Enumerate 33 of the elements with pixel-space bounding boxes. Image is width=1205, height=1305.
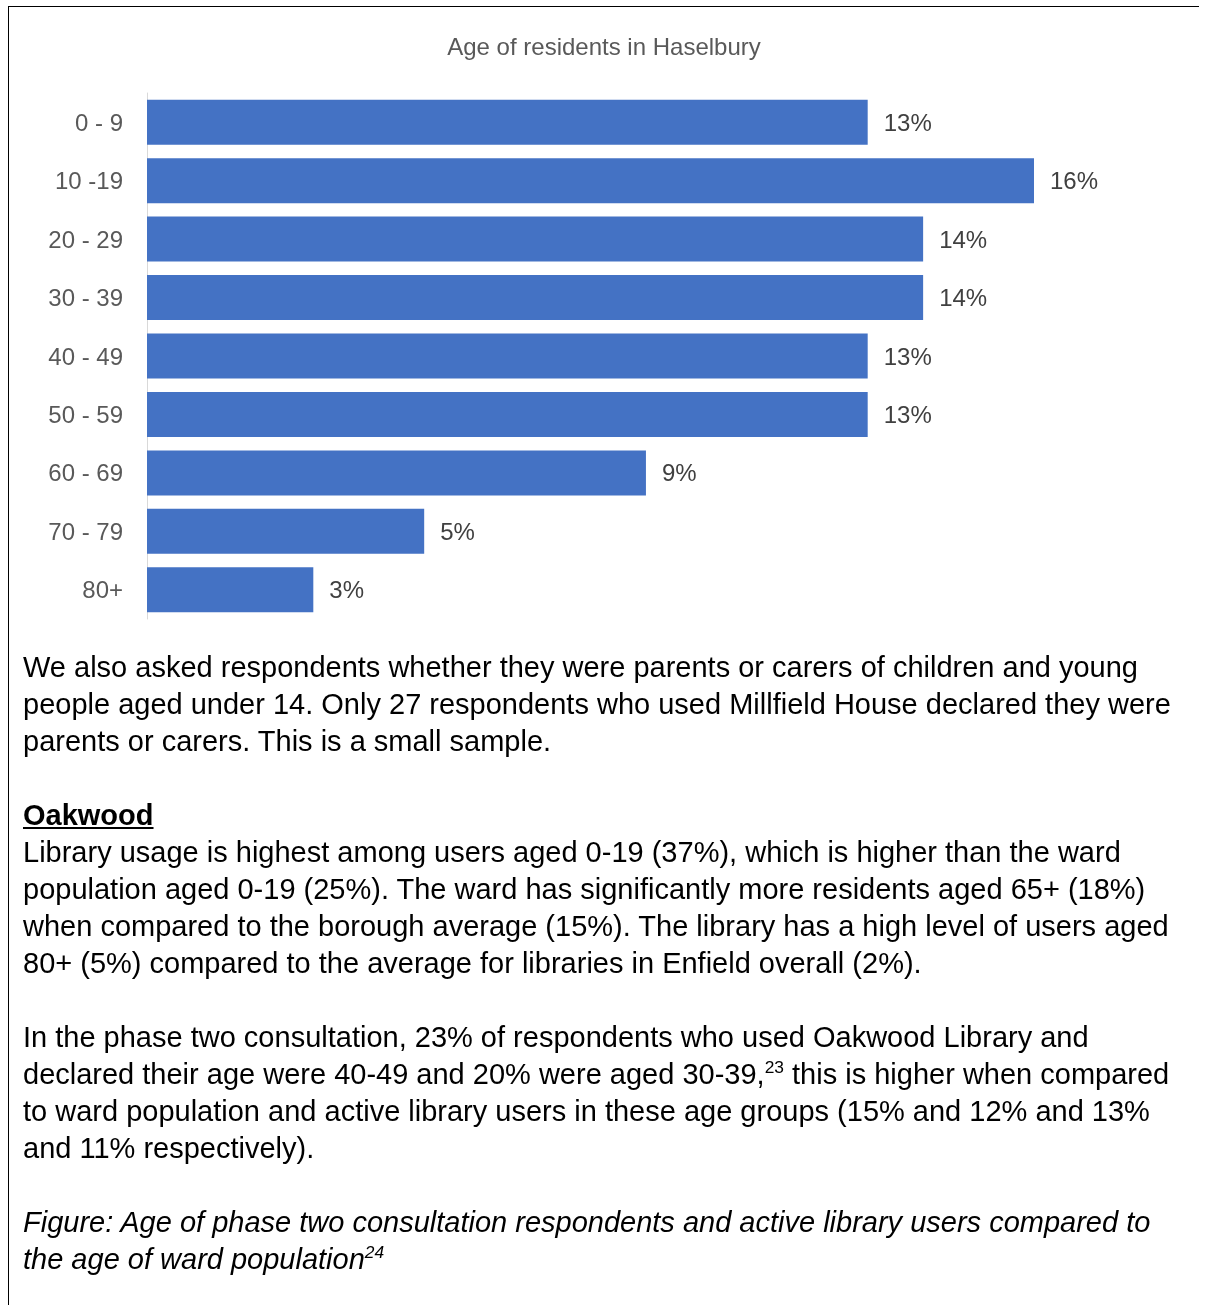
y-tick-label: 80+ <box>82 576 123 604</box>
data-label: 13% <box>883 400 932 428</box>
data-label: 9% <box>661 459 697 487</box>
bar <box>147 450 646 496</box>
data-label: 5% <box>440 517 475 545</box>
bar <box>147 275 924 321</box>
data-label: 13% <box>883 342 932 370</box>
y-tick-label: 10 -19 <box>54 167 123 195</box>
y-tick-label: 50 - 59 <box>48 400 123 428</box>
bar <box>147 333 868 379</box>
data-label: 14% <box>939 284 988 312</box>
text: Library usage is highest among users aged 0-19 (37%), which is higher than the ward population aged 0-19 (25%). The ward has significantly more residents aged 65+ (18%) when compared to the borough average (15%). The library has a high level of users aged 80+ (5%) compared to the average for libraries in Enfield overall (2%). <box>23 835 1170 981</box>
bar <box>147 158 1034 204</box>
text: We also asked respondents whether they were parents or carers of children and young people aged under 14. Only 27 respondents who used Millfield House declared they were parents or carers. This is a small sample. <box>23 650 1172 759</box>
y-tick-label: 20 - 29 <box>48 225 123 253</box>
y-tick-label: 60 - 69 <box>48 459 123 487</box>
text: Figure: Age of phase two consultation respondents and active library users compared to the age of ward population$^{24}$ <box>23 1205 1152 1277</box>
chart-title: Age of residents in Haselbury <box>447 32 761 60</box>
data-label: 3% <box>329 576 364 604</box>
text: In the phase two consultation, 23% of respondents who used Oakwood Library and declared their age were 40-49 and 20% were aged 30-39,$^{23}$ this is higher when compared to ward population and active library users in these age groups (15% and 12% and 13% and 11% respectively). <box>23 1020 1171 1166</box>
data-label: 16% <box>1050 167 1099 195</box>
bar <box>147 567 314 613</box>
y-tick-label: 70 - 79 <box>48 517 123 545</box>
bar <box>147 216 924 262</box>
y-tick-label: 0 - 9 <box>74 108 123 136</box>
bar <box>147 508 425 554</box>
bar <box>147 391 868 437</box>
text: Oakwood <box>23 798 155 833</box>
y-tick-label: 30 - 39 <box>48 284 123 312</box>
data-label: 14% <box>939 225 988 253</box>
bar <box>147 99 868 145</box>
data-label: 13% <box>883 108 932 136</box>
y-tick-label: 40 - 49 <box>48 342 123 370</box>
